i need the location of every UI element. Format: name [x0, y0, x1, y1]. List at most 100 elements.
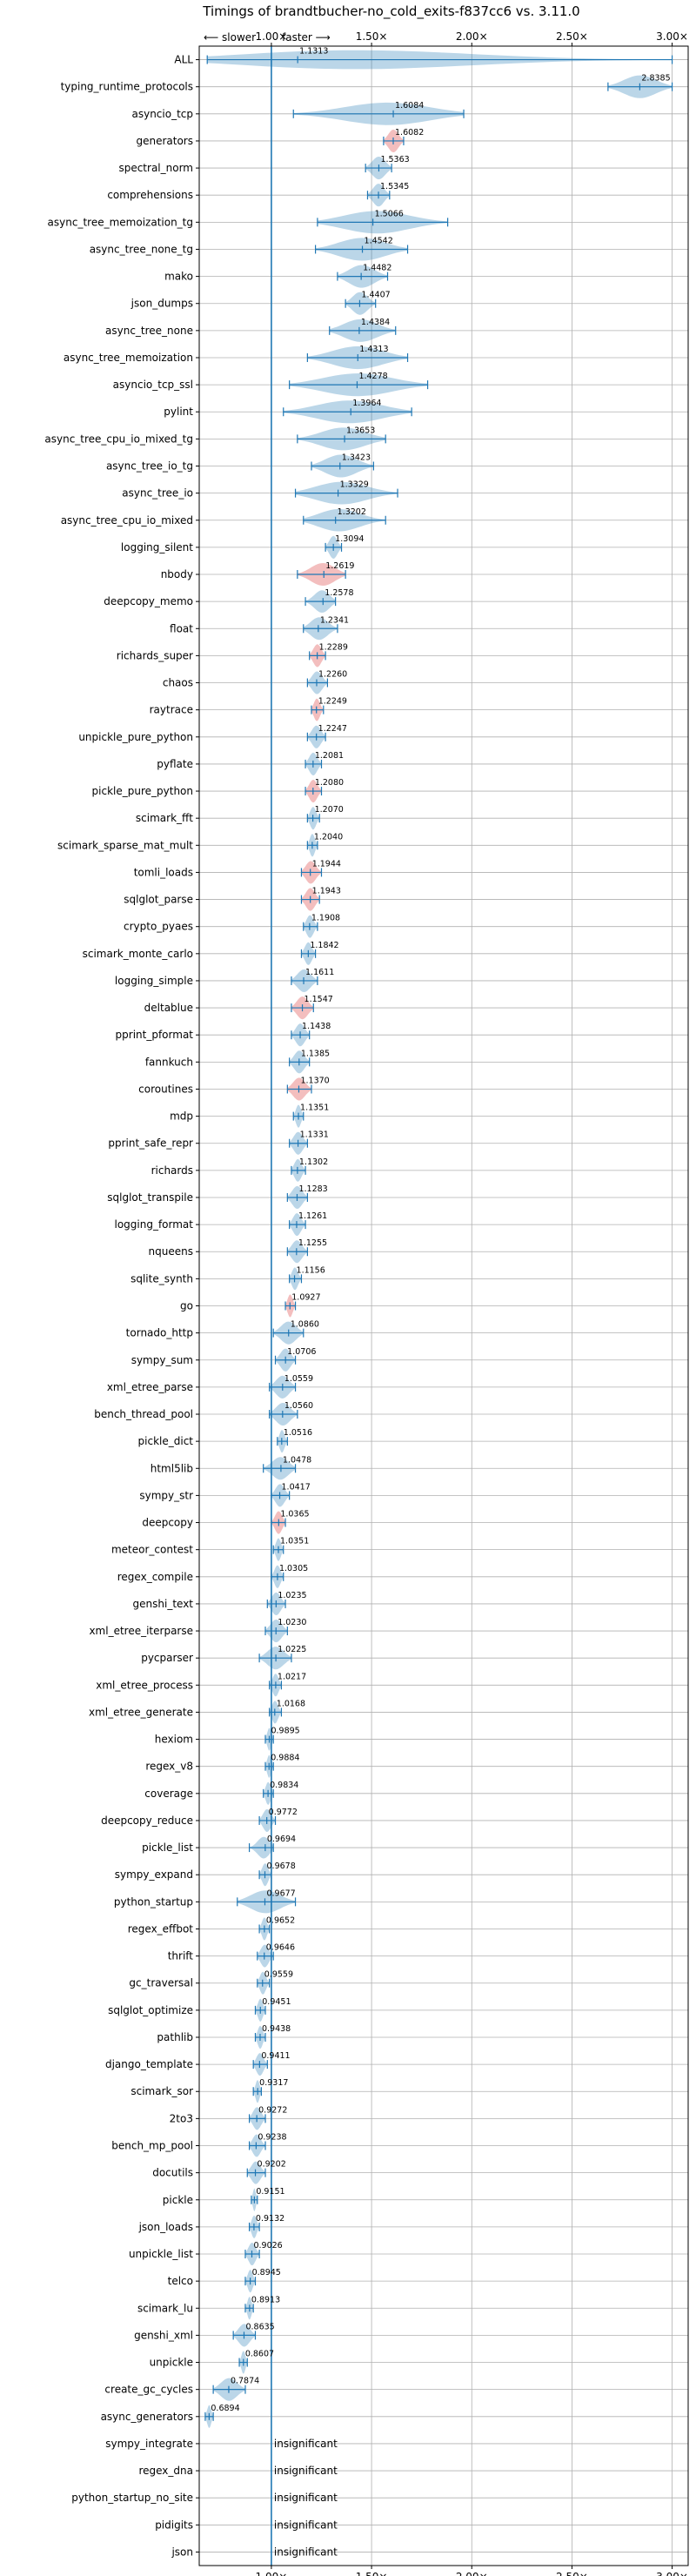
benchmark-name-label: nbody: [161, 568, 193, 580]
mean-value-label: 0.9677: [266, 1888, 295, 1898]
x-tick-label-top: 2.00×: [456, 30, 488, 43]
benchmark-name-label: deepcopy_memo: [104, 595, 193, 607]
benchmark-name-label: logging_simple: [115, 975, 193, 987]
mean-value-label: 1.1944: [312, 859, 341, 869]
mean-value-label: 1.0706: [287, 1347, 316, 1357]
mean-value-label: 1.4313: [359, 345, 388, 354]
benchmark-name-label: regex_effbot: [128, 1922, 194, 1935]
benchmark-name-label: mdp: [170, 1110, 193, 1123]
mean-value-label: 1.0168: [277, 1699, 305, 1708]
mean-value-label: 0.9026: [253, 2241, 282, 2251]
mean-value-label: 1.0225: [278, 1645, 306, 1654]
benchmark-name-label: scimark_lu: [137, 2302, 193, 2314]
chart-title: Timings of brandtbucher-no_cold_exits-f8…: [202, 3, 579, 20]
benchmark-name-label: django_template: [105, 2058, 193, 2070]
mean-value-label: 0.8607: [245, 2350, 274, 2359]
insignificant-label: insignificant: [274, 2492, 338, 2504]
slower-direction-label: ⟵ slower: [204, 31, 256, 44]
benchmark-name-label: async_tree_memoization: [64, 352, 193, 364]
mean-value-label: 1.1943: [312, 887, 341, 896]
faster-direction-label: faster ⟶: [282, 31, 331, 44]
benchmark-name-label: json: [171, 2546, 193, 2558]
mean-value-label: 0.8945: [252, 2268, 281, 2277]
mean-value-label: 1.0559: [284, 1374, 313, 1384]
benchmark-name-label: async_tree_cpu_io_mixed: [61, 514, 193, 527]
benchmark-name-label: logging_format: [114, 1218, 193, 1231]
benchmark-name-label: async_generators: [101, 2411, 193, 2423]
x-tick-label-bottom: 3.00×: [656, 2571, 688, 2576]
benchmark-name-label: python_startup_no_site: [71, 2492, 193, 2504]
mean-value-label: 0.9202: [258, 2160, 286, 2170]
benchmark-name-label: pprint_safe_repr: [108, 1137, 193, 1150]
benchmark-name-label: typing_runtime_protocols: [61, 81, 193, 93]
benchmark-name-label: go: [180, 1300, 193, 1312]
benchmark-name-label: ALL: [174, 54, 193, 66]
mean-value-label: 1.1547: [304, 995, 333, 1004]
mean-value-label: 1.2289: [319, 642, 348, 652]
mean-value-label: 1.0860: [291, 1320, 319, 1330]
benchmark-name-label: pprint_pformat: [116, 1029, 194, 1041]
mean-value-label: 0.9884: [271, 1754, 299, 1763]
benchmark-name-label: pycparser: [141, 1652, 193, 1664]
benchmark-name-label: sympy_str: [139, 1489, 193, 1501]
benchmark-name-label: async_tree_cpu_io_mixed_tg: [44, 433, 193, 445]
benchmark-name-label: pickle_pure_python: [92, 785, 193, 797]
benchmark-name-label: pylint: [164, 406, 193, 418]
benchmark-name-label: bench_mp_pool: [111, 2140, 193, 2152]
mean-value-label: 0.8913: [251, 2295, 280, 2304]
mean-value-label: 1.1313: [299, 47, 328, 57]
mean-value-label: 1.4542: [365, 236, 393, 245]
benchmark-name-label: deepcopy_reduce: [101, 1815, 193, 1827]
mean-value-label: 1.1438: [302, 1022, 331, 1031]
benchmark-name-label: float: [170, 622, 193, 634]
benchmark-name-label: spectral_norm: [118, 162, 193, 174]
benchmark-name-label: async_tree_io_tg: [106, 460, 193, 473]
benchmark-name-label: sqlite_synth: [130, 1272, 193, 1285]
benchmark-name-label: telco: [168, 2275, 193, 2287]
mean-value-label: 0.9678: [267, 1862, 296, 1871]
mean-value-label: 1.2080: [315, 778, 344, 788]
benchmark-name-label: sqlglot_optimize: [108, 2004, 193, 2016]
benchmark-name-label: async_tree_none: [105, 325, 193, 337]
mean-value-label: 0.9559: [264, 1970, 293, 1980]
mean-value-label: 1.2081: [315, 751, 344, 761]
benchmark-name-label: sqlglot_parse: [124, 894, 193, 906]
insignificant-label: insignificant: [274, 2546, 338, 2558]
insignificant-label: insignificant: [274, 2465, 338, 2477]
benchmark-name-label: asyncio_tcp_ssl: [113, 379, 193, 391]
mean-value-label: 1.0478: [283, 1455, 311, 1465]
mean-value-label: 1.2578: [325, 588, 353, 598]
mean-value-label: 1.1842: [310, 941, 338, 950]
benchmark-name-label: sympy_expand: [115, 1868, 193, 1881]
benchmark-name-label: deltablue: [144, 1002, 193, 1014]
mean-value-label: 0.9451: [262, 1997, 291, 2007]
mean-value-label: 1.1283: [298, 1184, 327, 1194]
mean-value-label: 1.1611: [305, 968, 334, 977]
mean-value-label: 1.0560: [284, 1401, 313, 1411]
mean-value-label: 0.9772: [269, 1808, 298, 1817]
benchmark-name-label: unpickle_pure_python: [78, 731, 193, 743]
benchmark-name-label: pyflate: [157, 758, 193, 770]
benchmark-name-label: pidigits: [155, 2519, 193, 2531]
mean-value-label: 0.6894: [211, 2404, 239, 2413]
benchmark-name-label: sympy_sum: [131, 1354, 193, 1366]
benchmark-name-label: nqueens: [149, 1245, 193, 1258]
mean-value-label: 1.4278: [358, 372, 387, 381]
x-tick-label-bottom: 2.00×: [456, 2571, 488, 2576]
x-tick-label-top: 3.00×: [656, 30, 688, 43]
benchmark-name-label: xml_etree_generate: [89, 1706, 193, 1718]
benchmark-name-label: richards_super: [117, 649, 193, 661]
mean-value-label: 0.9411: [261, 2051, 290, 2061]
mean-value-label: 1.1370: [300, 1076, 329, 1085]
mean-value-label: 1.3094: [335, 534, 364, 544]
benchmark-name-label: tomli_loads: [134, 866, 193, 878]
mean-value-label: 2.8385: [641, 74, 670, 84]
benchmark-name-label: crypto_pyaes: [124, 921, 193, 933]
benchmark-name-label: json_loads: [138, 2221, 193, 2233]
mean-value-label: 1.3423: [342, 453, 371, 463]
marks-layer: [204, 46, 673, 2566]
mean-value-label: 1.1331: [300, 1130, 329, 1140]
mean-value-label: 1.3964: [352, 399, 381, 408]
benchmark-name-label: asyncio_tcp: [131, 108, 193, 120]
